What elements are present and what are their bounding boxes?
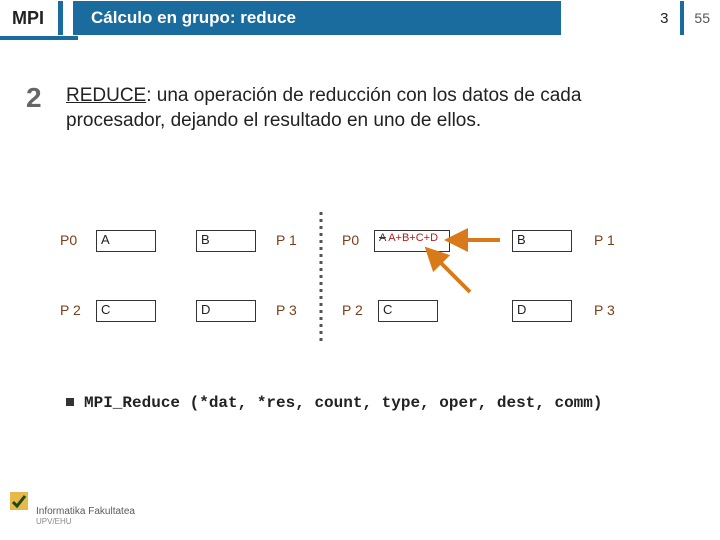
label-p0-left: P0 (60, 232, 77, 248)
under-bar (0, 36, 78, 40)
keyword-reduce: REDUCE (66, 85, 146, 106)
section-number: 2 (26, 82, 42, 114)
label-p3-right: P 3 (594, 302, 615, 318)
dotted-divider (318, 212, 324, 342)
label-p3-left: P 3 (276, 302, 297, 318)
reduce-diagram: P0 A B P 1 P 2 C D P 3 P0 A A+B+C+D B P … (60, 212, 680, 352)
header-title: Cálculo en grupo: reduce (91, 8, 296, 28)
header-title-bar: Cálculo en grupo: reduce (73, 1, 561, 35)
slide-header: MPI Cálculo en grupo: reduce 3 55 (0, 0, 720, 36)
cell-b-left: B (196, 230, 256, 252)
footer-line1: Informatika Fakultatea (36, 506, 135, 517)
footer: Informatika Fakultatea UPV/EHU (10, 492, 135, 526)
header-divider (58, 1, 63, 35)
reduce-arrows (370, 222, 550, 332)
page-chapter: 3 (648, 10, 680, 27)
footer-line2: UPV/EHU (36, 517, 135, 526)
code-text: MPI_Reduce (*dat, *res, count, type, ope… (84, 394, 602, 412)
header-mpi: MPI (0, 8, 58, 29)
page-total: 55 (684, 10, 720, 26)
cell-d-left: D (196, 300, 256, 322)
label-p0-right: P0 (342, 232, 359, 248)
cell-a-left: A (96, 230, 156, 252)
header-right: 3 55 (648, 0, 720, 36)
cell-c-left: C (96, 300, 156, 322)
code-line: MPI_Reduce (*dat, *res, count, type, ope… (66, 394, 602, 412)
body-text: REDUCE: una operación de reducción con l… (66, 84, 626, 133)
label-p2-right: P 2 (342, 302, 363, 318)
label-p1-right: P 1 (594, 232, 615, 248)
bullet-icon (66, 398, 74, 406)
label-p2-left: P 2 (60, 302, 81, 318)
footer-logo-icon (10, 492, 28, 510)
label-p1-left: P 1 (276, 232, 297, 248)
